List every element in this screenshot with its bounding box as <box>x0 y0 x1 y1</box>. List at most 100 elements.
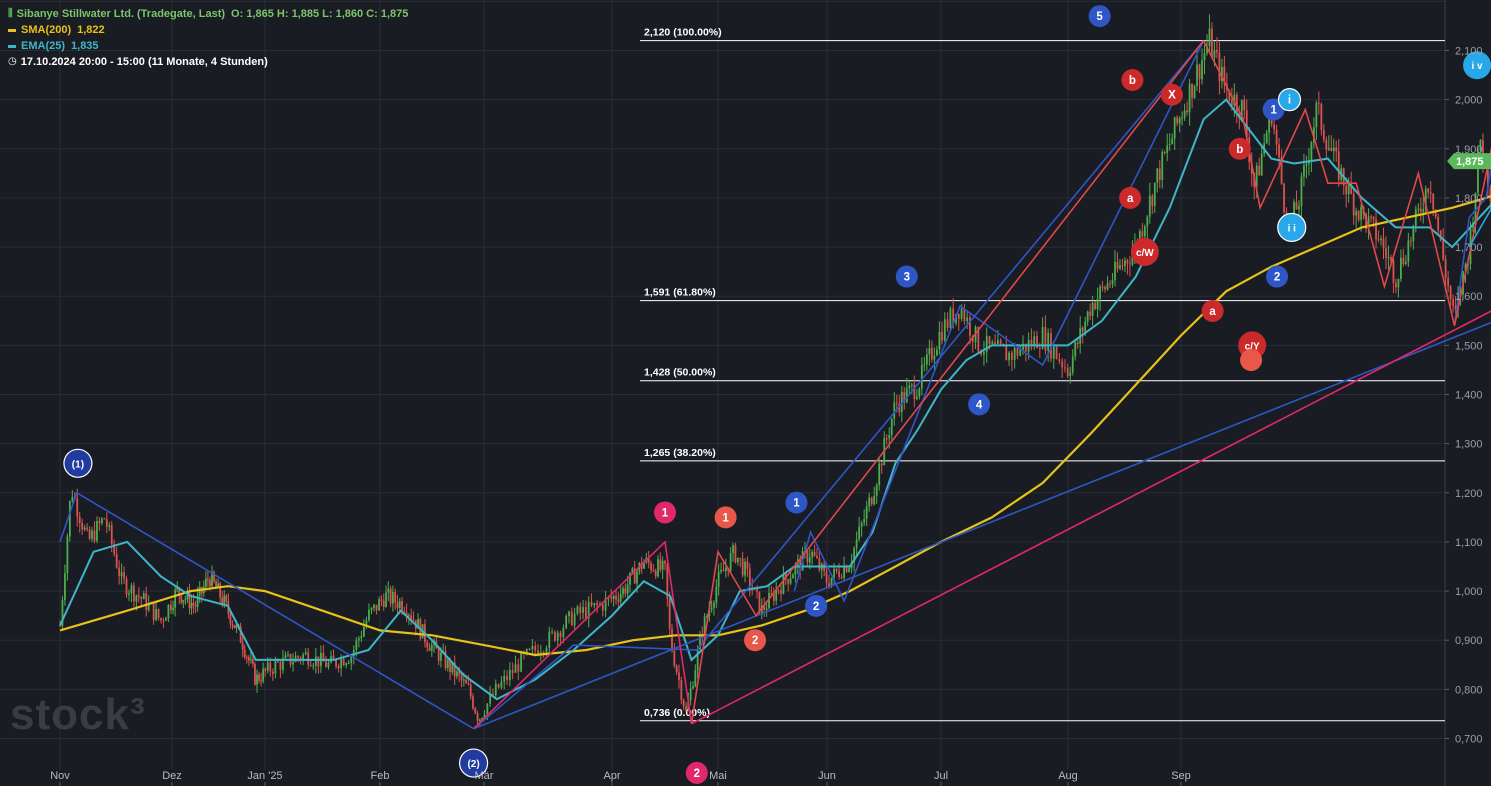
candle-body <box>103 518 106 520</box>
wave-label: 1 <box>714 506 737 529</box>
candle-body <box>309 665 312 667</box>
candle-body <box>93 530 96 541</box>
candle-body <box>960 308 963 319</box>
candle-body <box>1143 226 1146 237</box>
legend-sma-row[interactable]: SMA(200) 1,822 <box>8 22 408 38</box>
candle-body <box>933 355 936 360</box>
candle-body <box>165 618 167 621</box>
candle-body <box>396 602 399 608</box>
candle-body <box>180 595 183 603</box>
legend-ema-row[interactable]: EMA(25) 1,835 <box>8 38 408 54</box>
candle-body <box>1061 361 1064 368</box>
candle-body <box>1412 225 1415 241</box>
wave-label-text: c/Y <box>1245 341 1260 352</box>
candle-body <box>1069 372 1072 376</box>
candle-body <box>449 659 451 673</box>
candle-body <box>1171 138 1174 145</box>
candle-body <box>1030 339 1033 346</box>
wave-line <box>59 491 475 730</box>
candle-body <box>941 331 943 341</box>
candle-body <box>1238 112 1241 118</box>
candle-body <box>542 652 545 654</box>
candle-body <box>528 649 531 651</box>
candle-body <box>845 566 848 572</box>
candle-body <box>775 590 778 601</box>
candle-body <box>1444 259 1447 279</box>
candle-body <box>746 561 749 569</box>
candle-body <box>417 619 419 629</box>
candle-body <box>1464 264 1467 272</box>
wave-label: i i <box>1277 212 1307 243</box>
wave-label: a <box>1119 186 1142 209</box>
candle-body <box>155 608 157 620</box>
candle-body <box>405 612 408 617</box>
candle-body <box>1201 60 1203 80</box>
candle-body <box>245 656 248 658</box>
indicator-lines <box>59 98 1491 701</box>
candle-body <box>587 601 590 619</box>
candle-body <box>182 600 185 603</box>
wave-label-circle <box>1088 5 1111 28</box>
candle-body <box>428 647 431 651</box>
candle-body <box>157 608 160 619</box>
candle-body <box>582 607 584 613</box>
current-price-marker: 1,875 <box>1447 153 1491 170</box>
wave-label-circle <box>1463 51 1491 80</box>
candle-body <box>98 521 101 524</box>
candle-body <box>601 604 604 611</box>
wave-label-text: a <box>1127 193 1134 205</box>
candle-body <box>1216 49 1218 53</box>
candle-body <box>279 662 282 670</box>
wave-label-text: b <box>1236 144 1243 156</box>
candle-body <box>830 577 833 587</box>
wave-lines <box>59 40 1491 730</box>
candle-body <box>1265 132 1268 144</box>
candle-body <box>1148 195 1151 217</box>
candle-body <box>617 599 620 602</box>
candle-body <box>118 567 121 577</box>
candle-body <box>401 601 403 612</box>
candle-body <box>1086 311 1089 322</box>
candle-body <box>1449 286 1452 300</box>
y-tick-label: 1,700 <box>1455 242 1483 254</box>
candle-body <box>1206 46 1208 54</box>
candle-body <box>1447 278 1450 287</box>
candle-body <box>1121 265 1124 267</box>
wave-label: (2) <box>459 748 489 778</box>
x-tick-label: Mai <box>709 770 727 782</box>
candle-body <box>184 599 187 601</box>
x-tick-label: Dez <box>162 770 182 782</box>
candle-body <box>768 592 770 609</box>
candle-body <box>1066 367 1069 376</box>
candle-body <box>1044 326 1047 351</box>
candle-body <box>938 331 941 350</box>
candle-body <box>920 364 923 389</box>
candle-body <box>943 319 946 341</box>
candle-body <box>1273 124 1276 130</box>
candle-body <box>1439 230 1442 241</box>
candle-body <box>363 626 365 637</box>
candle-body <box>1161 151 1164 181</box>
candle-body <box>619 594 622 602</box>
candle-body <box>61 600 64 626</box>
candle-body <box>1158 168 1161 181</box>
candle-body <box>612 596 615 599</box>
wave-label-text: 2 <box>752 635 758 647</box>
candle-body <box>444 651 447 669</box>
candle-body <box>534 646 537 651</box>
candle-body <box>478 719 481 721</box>
candle-body <box>696 649 699 671</box>
candle-body <box>855 539 858 549</box>
y-tick-label: 0,800 <box>1455 684 1483 696</box>
candle-body <box>196 595 199 607</box>
candle-body <box>930 348 933 360</box>
candle-body <box>269 662 272 672</box>
candle-body <box>1230 100 1233 106</box>
candle-body <box>680 680 683 700</box>
candle-body <box>458 671 461 676</box>
candle-body <box>1094 302 1097 309</box>
candle-body <box>1181 117 1184 119</box>
wave-label: b <box>1228 137 1251 160</box>
